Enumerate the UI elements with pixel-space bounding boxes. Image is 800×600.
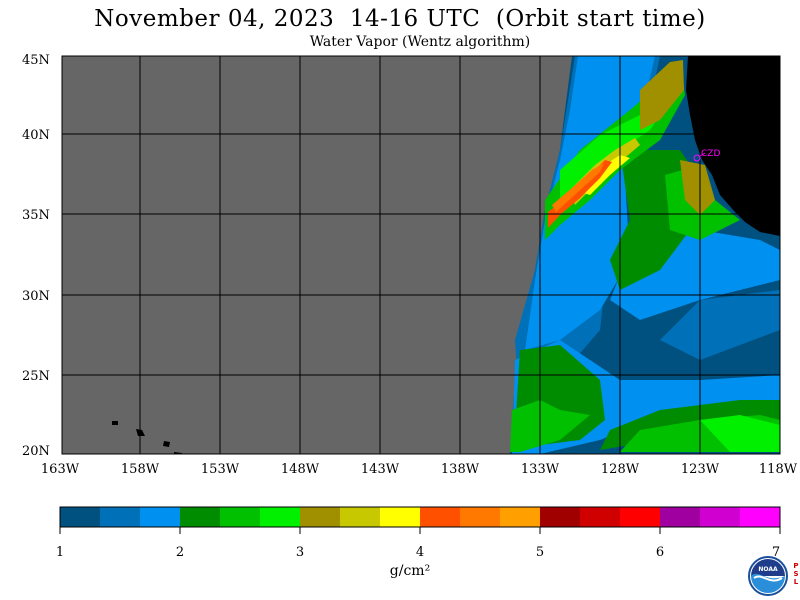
psl-mark: PSL bbox=[792, 562, 800, 586]
lat-label: 30N bbox=[22, 289, 50, 304]
land-mass bbox=[686, 56, 780, 236]
lon-label: 143W bbox=[360, 462, 400, 477]
colorbar-tick-label: 6 bbox=[655, 545, 665, 560]
station-marker-czd bbox=[693, 152, 706, 162]
colorbar-segment bbox=[100, 507, 141, 527]
colorbar-segment bbox=[260, 507, 301, 527]
chart-subtitle: Water Vapor (Wentz algorithm) bbox=[309, 34, 531, 50]
colorbar-segment bbox=[340, 507, 381, 527]
lon-label: 133W bbox=[520, 462, 560, 477]
colorbar-tick-label: 5 bbox=[535, 545, 545, 560]
colorbar-segment bbox=[540, 507, 581, 527]
colorbar-unit: g/cm² bbox=[389, 563, 431, 579]
island-1 bbox=[112, 421, 118, 425]
map-frame bbox=[61, 55, 781, 455]
lon-label: 118W bbox=[758, 462, 798, 477]
colorbar-tick-label: 7 bbox=[771, 545, 781, 560]
lat-label: 35N bbox=[22, 208, 50, 223]
colorbar-segment bbox=[500, 507, 541, 527]
vapor-olive-coast bbox=[680, 160, 715, 215]
colorbar-segment bbox=[700, 507, 741, 527]
lon-label: 163W bbox=[40, 462, 80, 477]
svg-text:NOAA: NOAA bbox=[758, 566, 778, 573]
grid-lines bbox=[62, 56, 780, 454]
lat-label: 25N bbox=[22, 369, 50, 384]
lon-label: 153W bbox=[200, 462, 240, 477]
colorbar bbox=[59, 507, 781, 534]
colorbar-segment bbox=[620, 507, 661, 527]
colorbar-segment bbox=[740, 507, 781, 527]
vapor-blue-2 bbox=[660, 290, 780, 360]
lon-label: 123W bbox=[680, 462, 720, 477]
vapor-olive bbox=[640, 60, 684, 130]
vapor-green-3 bbox=[510, 400, 590, 452]
colorbar-tick-label: 3 bbox=[295, 545, 305, 560]
colorbar-tick-label: 4 bbox=[415, 545, 425, 560]
station-label: CZD bbox=[701, 149, 720, 159]
colorbar-segment bbox=[220, 507, 261, 527]
colorbar-segment bbox=[180, 507, 221, 527]
colorbar-segment bbox=[300, 507, 341, 527]
lon-label: 158W bbox=[120, 462, 160, 477]
colorbar-segment bbox=[420, 507, 461, 527]
colorbar-tick-label: 1 bbox=[55, 545, 65, 560]
colorbar-segment bbox=[380, 507, 421, 527]
noaa-logo-icon: NOAA bbox=[748, 556, 788, 596]
lon-label: 128W bbox=[600, 462, 640, 477]
lon-label: 138W bbox=[440, 462, 480, 477]
chart-title: November 04, 2023 14-16 UTC (Orbit start… bbox=[94, 6, 706, 32]
colorbar-segment bbox=[60, 507, 101, 527]
colorbar-tick-label: 2 bbox=[175, 545, 185, 560]
lat-label: 40N bbox=[22, 128, 50, 143]
colorbar-segment bbox=[660, 507, 701, 527]
colorbar-frame bbox=[59, 506, 781, 528]
colorbar-segment bbox=[460, 507, 501, 527]
colorbar-segment bbox=[580, 507, 621, 527]
lon-label: 148W bbox=[280, 462, 320, 477]
island-3 bbox=[163, 441, 170, 447]
vapor-bright-green-2 bbox=[700, 415, 780, 452]
vapor-orange-core bbox=[548, 160, 612, 228]
lat-label: 20N bbox=[22, 444, 50, 459]
vapor-light-orange bbox=[552, 163, 604, 212]
colorbar-segment bbox=[140, 507, 181, 527]
lat-label: 45N bbox=[22, 53, 50, 68]
